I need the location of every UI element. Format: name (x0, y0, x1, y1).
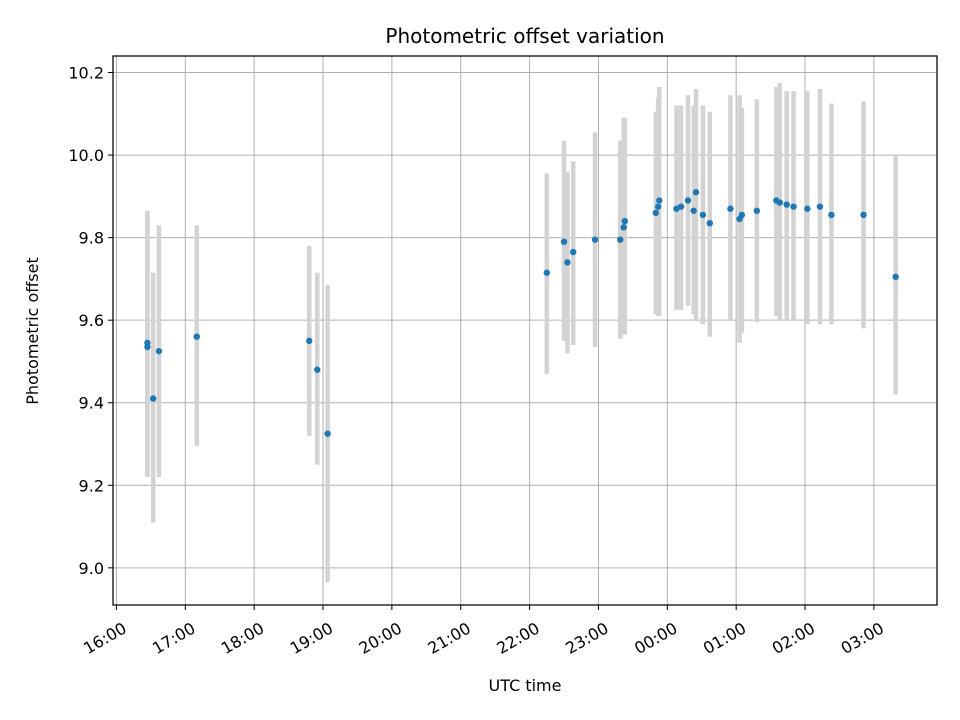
x-tick-label: 02:00 (769, 618, 818, 658)
data-point (564, 259, 571, 266)
y-tick-label: 10.0 (68, 146, 104, 165)
data-point (621, 217, 629, 225)
data-point (617, 236, 624, 243)
data-point (193, 333, 200, 340)
data-point (652, 209, 660, 217)
data-point (306, 337, 313, 345)
grid (113, 56, 937, 605)
y-tick-label: 9.2 (79, 476, 104, 495)
data-point (727, 205, 734, 212)
error-bars (145, 82, 898, 583)
y-axis-label: Photometric offset (23, 257, 42, 405)
data-point (828, 211, 835, 219)
x-tick-label: 21:00 (425, 618, 474, 658)
x-tick-label: 01:00 (700, 618, 749, 658)
data-point (144, 339, 151, 347)
data-point (570, 248, 577, 256)
data-point (776, 199, 783, 206)
x-tick-label: 18:00 (218, 618, 267, 658)
x-tick-label: 16:00 (80, 618, 129, 658)
data-point (816, 203, 824, 210)
data-point (699, 211, 707, 219)
data-point (690, 207, 697, 214)
x-tick-label: 03:00 (838, 618, 887, 658)
y-tick-label: 9.0 (79, 559, 104, 578)
data-point (804, 205, 811, 212)
data-point (543, 269, 551, 276)
y-tick-label: 9.6 (79, 311, 104, 330)
data-point (620, 224, 627, 231)
data-point (753, 207, 761, 214)
data-point (738, 211, 746, 219)
data-point (654, 203, 662, 210)
x-tick-label: 20:00 (356, 618, 405, 658)
data-point (324, 430, 331, 437)
axis-ticks: 16:00 17:00 18:00 19:00 20:00 21:00 22:00 23:00… (68, 64, 887, 658)
x-tick-label: 19:00 (287, 618, 336, 658)
data-point (560, 238, 568, 245)
x-tick-label: 22:00 (493, 618, 542, 658)
data-point (684, 197, 692, 204)
y-tick-label: 10.2 (68, 64, 104, 83)
y-tick-label: 9.8 (79, 229, 104, 248)
data-point (677, 203, 685, 210)
data-point (692, 189, 700, 196)
x-axis-label: UTC time (489, 676, 562, 695)
data-point (790, 203, 797, 210)
data-points (144, 189, 899, 437)
x-tick-label: 23:00 (562, 618, 611, 658)
x-tick-label: 17:00 (149, 618, 198, 658)
x-tick-label: 00:00 (631, 618, 680, 658)
y-tick-label: 9.4 (79, 394, 104, 413)
data-point (314, 366, 321, 373)
data-point (591, 236, 599, 243)
data-point (656, 197, 663, 204)
data-point (149, 395, 157, 402)
chart-title: Photometric offset variation (385, 24, 664, 48)
data-point (860, 211, 867, 219)
plot-frame (112, 55, 938, 606)
data-point (155, 347, 163, 355)
data-point (706, 219, 713, 227)
data-point (892, 273, 899, 281)
data-point (783, 201, 790, 208)
